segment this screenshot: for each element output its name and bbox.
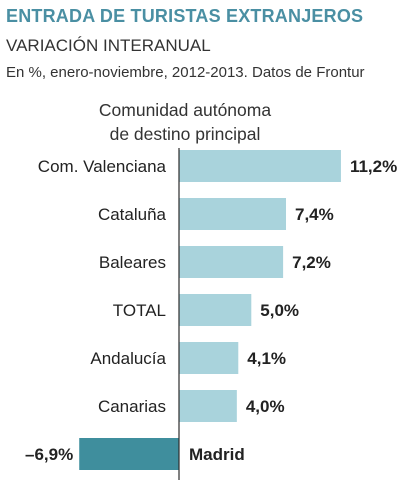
bar-canarias: [179, 390, 237, 422]
bar-baleares: [179, 246, 284, 278]
bar-cataluna: [179, 198, 287, 230]
value-label-madrid: –6,9%: [25, 445, 73, 464]
chart-subtitle: VARIACIÓN INTERANUAL: [6, 36, 211, 55]
chart-note: En %, enero-noviembre, 2012-2013. Datos …: [6, 64, 365, 81]
category-label-canarias: Canarias: [98, 397, 166, 416]
category-label-madrid: Madrid: [189, 445, 245, 464]
category-label-com-valenciana: Com. Valenciana: [38, 157, 167, 176]
value-label-com-valenciana: 11,2%: [350, 157, 397, 176]
category-label-total: TOTAL: [113, 301, 166, 320]
value-label-total: 5,0%: [260, 301, 299, 320]
category-label-baleares: Baleares: [99, 253, 166, 272]
bar-com-valenciana: [179, 150, 341, 182]
category-header: Comunidad autónoma de destino principal: [60, 98, 310, 146]
value-label-canarias: 4,0%: [246, 397, 285, 416]
bar-andalucia: [179, 342, 239, 374]
category-label-andalucia: Andalucía: [90, 349, 166, 368]
value-label-baleares: 7,2%: [292, 253, 331, 272]
bar-madrid: [79, 438, 179, 470]
category-header-line-1: Comunidad autónoma: [98, 100, 272, 120]
category-label-cataluna: Cataluña: [98, 205, 167, 224]
chart-title: ENTRADA DE TURISTAS EXTRANJEROS: [6, 6, 364, 26]
bar-total: [179, 294, 252, 326]
value-label-cataluna: 7,4%: [295, 205, 334, 224]
value-label-andalucia: 4,1%: [247, 349, 286, 368]
category-header-line-2: de destino principal: [109, 124, 261, 144]
